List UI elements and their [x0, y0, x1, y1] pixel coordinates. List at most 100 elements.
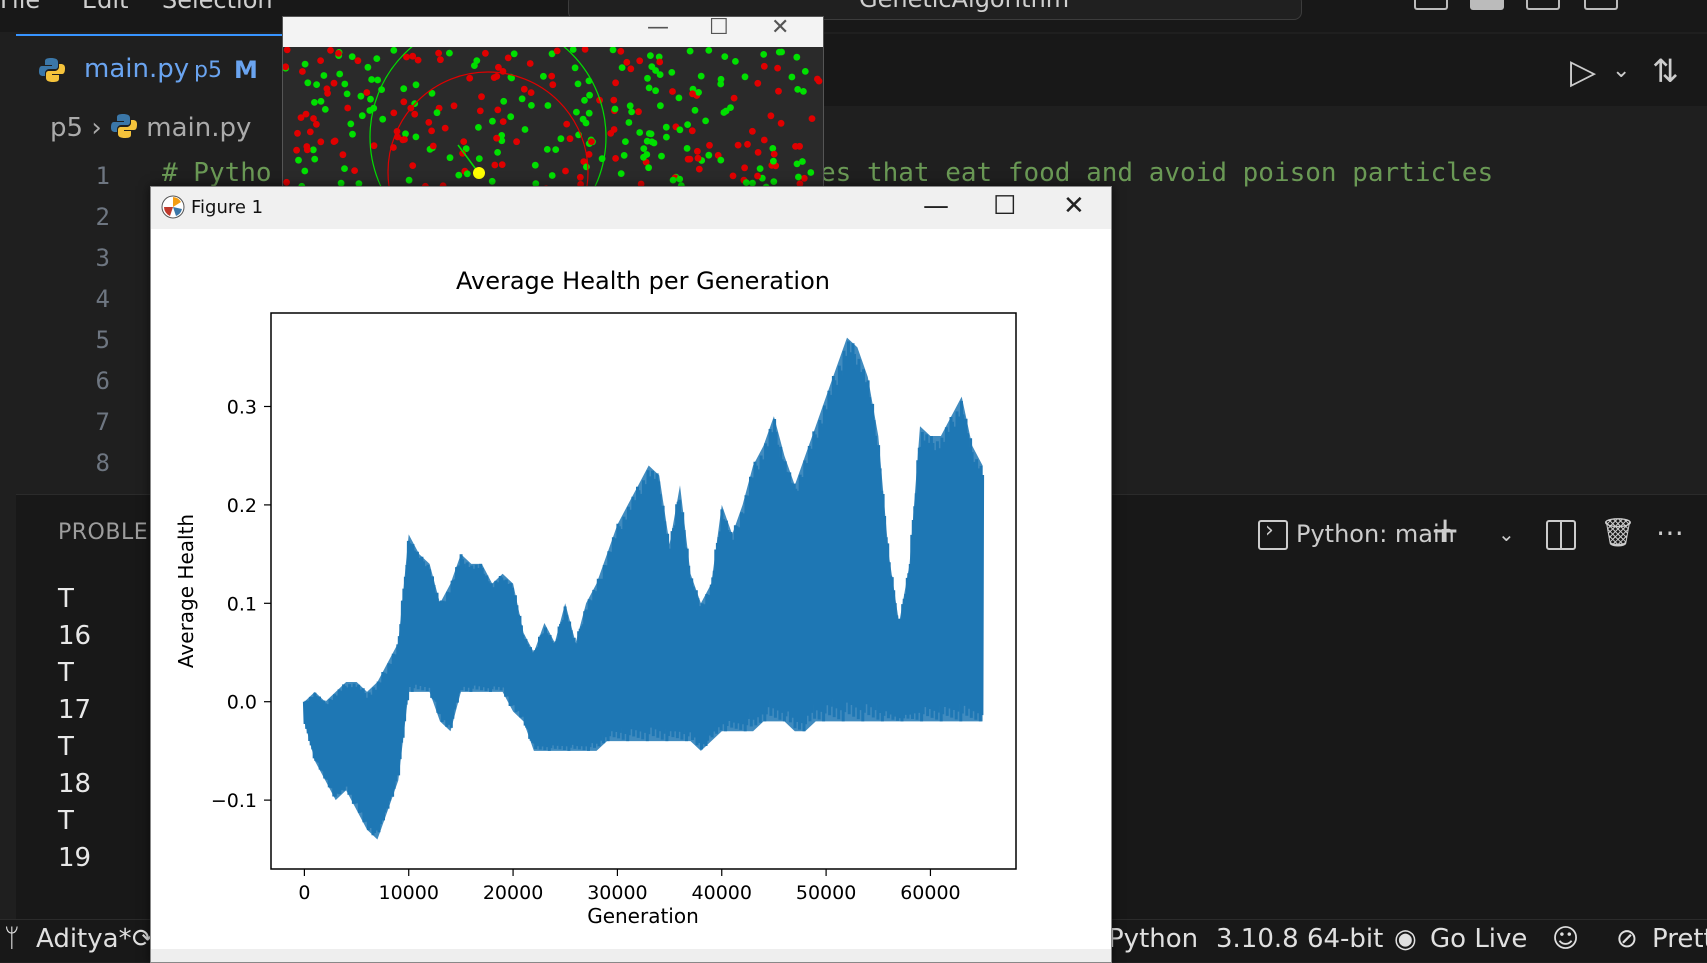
- agent-heading: [457, 144, 479, 173]
- tab-main-py[interactable]: main.py p5 M: [16, 34, 306, 108]
- poison-particle: [399, 136, 407, 144]
- poison-particle: [754, 172, 761, 180]
- poison-particle: [744, 140, 751, 148]
- food-particle: [531, 161, 539, 169]
- code-comment-right[interactable]: es that eat food and avoid poison partic…: [820, 158, 1494, 188]
- prettier-icon: ⊘: [1616, 924, 1638, 954]
- maximize-icon[interactable]: ☐: [993, 191, 1017, 221]
- food-particle: [794, 86, 802, 93]
- line-number: 4: [95, 285, 110, 313]
- figure-window[interactable]: Figure 1 — ☐ ✕ Average Health per Genera…: [150, 186, 1112, 963]
- simulation-window[interactable]: — ☐ ✕: [282, 15, 824, 198]
- food-particle: [498, 132, 506, 139]
- trash-icon[interactable]: 🗑: [1600, 516, 1636, 549]
- poison-particle: [612, 155, 619, 162]
- minimize-icon[interactable]: —: [647, 15, 669, 40]
- panel-tab-problems[interactable]: PROBLEM: [58, 520, 168, 545]
- tab-folder: p5: [194, 58, 222, 83]
- food-particle: [585, 109, 593, 117]
- new-terminal-icon[interactable]: +: [1430, 510, 1461, 551]
- simulation-titlebar[interactable]: — ☐ ✕: [283, 15, 823, 47]
- food-particle: [652, 87, 659, 95]
- food-particle: [668, 69, 676, 76]
- code-comment-left[interactable]: # Pytho: [162, 158, 272, 188]
- food-particle: [337, 179, 345, 187]
- copilot-icon[interactable]: ☺: [1552, 924, 1580, 954]
- status-language[interactable]: Python: [1108, 924, 1199, 954]
- status-golive[interactable]: Go Live: [1430, 924, 1528, 954]
- command-center-label: GeneticAlgorithm: [859, 0, 1069, 13]
- poison-particle: [339, 151, 347, 159]
- breadcrumb-file[interactable]: main.py: [146, 113, 252, 143]
- breadcrumb-folder[interactable]: p5: [50, 113, 84, 143]
- food-particle: [355, 180, 363, 188]
- food-particle: [652, 67, 659, 74]
- command-center[interactable]: GeneticAlgorithm: [568, 0, 1302, 20]
- food-particle: [301, 60, 309, 68]
- poison-particle: [411, 110, 419, 118]
- food-particle: [368, 76, 375, 83]
- minimize-icon[interactable]: —: [923, 191, 949, 221]
- more-actions-icon[interactable]: ⋯: [1656, 516, 1684, 549]
- poison-particle: [495, 63, 502, 71]
- food-particle: [462, 145, 470, 153]
- status-interpreter[interactable]: 3.10.8 64-bit: [1216, 924, 1384, 954]
- food-particle: [618, 64, 626, 71]
- run-python-icon[interactable]: ▷: [1570, 52, 1597, 92]
- food-particle: [793, 53, 801, 61]
- food-particle: [778, 48, 785, 56]
- close-icon[interactable]: ✕: [771, 15, 790, 40]
- split-terminal-icon[interactable]: [1546, 520, 1576, 550]
- food-particle: [643, 137, 651, 145]
- food-particle: [702, 117, 709, 125]
- poison-particle: [363, 89, 371, 96]
- poison-particle: [796, 142, 803, 150]
- status-prettier[interactable]: Prett: [1652, 924, 1707, 954]
- source-control-compare-icon[interactable]: ⇅: [1652, 52, 1679, 90]
- poison-particle: [694, 154, 702, 162]
- terminal-name[interactable]: Python: main: [1296, 520, 1455, 548]
- simulation-canvas[interactable]: [283, 47, 823, 197]
- food-particle: [749, 179, 756, 187]
- food-particle: [628, 108, 635, 116]
- poison-particle: [303, 143, 311, 150]
- layout-customize-icon[interactable]: [1584, 0, 1618, 10]
- chevron-down-icon[interactable]: ⌄: [1612, 58, 1631, 83]
- food-particle: [644, 74, 651, 82]
- close-icon[interactable]: ✕: [1063, 191, 1085, 221]
- poison-particle: [297, 114, 305, 121]
- maximize-icon[interactable]: ☐: [709, 15, 729, 40]
- poison-particle: [317, 138, 325, 146]
- poison-particle: [441, 124, 449, 132]
- layout-sidebar-icon[interactable]: [1414, 0, 1448, 10]
- poison-particle: [450, 102, 458, 110]
- figure-toolbar[interactable]: [151, 949, 1111, 962]
- layout-secondary-icon[interactable]: [1526, 0, 1560, 10]
- food-particle: [770, 157, 777, 165]
- sim-background: [283, 47, 823, 197]
- layout-panel-icon[interactable]: [1470, 0, 1504, 10]
- food-particle: [557, 135, 565, 143]
- poison-particle: [623, 58, 631, 66]
- figure-titlebar[interactable]: Figure 1 — ☐ ✕: [151, 187, 1111, 229]
- menu-file[interactable]: File: [0, 0, 41, 14]
- sync-icon[interactable]: ⟳: [132, 924, 154, 954]
- line-number: 2: [95, 203, 110, 231]
- chevron-down-icon[interactable]: ⌄: [1498, 522, 1515, 546]
- average-health-chart[interactable]: Average Health per Generation Generation…: [151, 229, 1111, 949]
- food-particle: [647, 52, 654, 59]
- food-particle: [446, 49, 453, 57]
- poison-particle: [754, 149, 762, 156]
- tab-filename: main.py: [84, 54, 190, 84]
- food-particle: [507, 113, 515, 121]
- chart-title: Average Health per Generation: [456, 267, 830, 295]
- status-branch[interactable]: Aditya*: [36, 924, 132, 954]
- food-particle: [579, 115, 587, 123]
- poison-particle: [437, 56, 444, 64]
- food-particle: [636, 129, 644, 136]
- food-particle: [683, 145, 691, 152]
- menu-selection[interactable]: Selection: [162, 0, 273, 14]
- menu-edit[interactable]: Edit: [82, 0, 129, 14]
- food-particle: [508, 74, 515, 82]
- poison-particle: [299, 68, 306, 75]
